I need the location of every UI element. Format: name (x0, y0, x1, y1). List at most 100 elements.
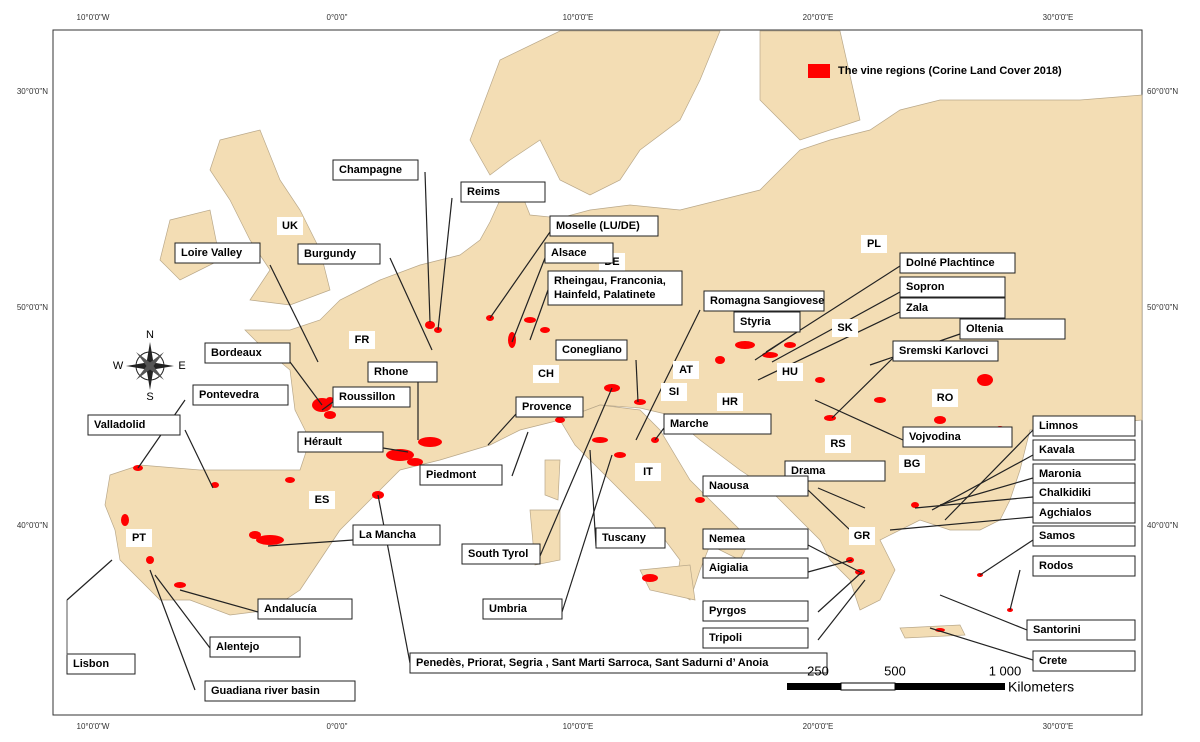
finland (759, 30, 861, 141)
country-box (673, 361, 699, 379)
region-label: Hainfeld, Palatinete (554, 289, 655, 301)
country-code: HR (722, 396, 738, 408)
region-box (902, 426, 1013, 448)
graticule-right: 60°0'0"N (1147, 87, 1178, 96)
region-label: Tripoli (709, 632, 742, 644)
scale-bar (787, 682, 1005, 691)
region-label: Maronia (1039, 468, 1082, 480)
country-code: GR (854, 530, 871, 542)
compass-w: W (113, 360, 124, 372)
region-label: Pyrgos (709, 605, 746, 617)
region-box (784, 460, 886, 482)
vine-spot (715, 356, 725, 364)
vine-spot (121, 514, 129, 526)
legend-label: The vine regions (Corine Land Cover 2018… (838, 65, 1062, 77)
region-label: Champagne (339, 164, 402, 176)
region-box (899, 252, 1016, 274)
country-box (309, 491, 335, 509)
country-box (717, 393, 743, 411)
region-box (555, 339, 628, 361)
leader-line (511, 257, 546, 343)
country-code: SI (669, 386, 679, 398)
legend-swatch (808, 64, 830, 78)
region-label: Zala (906, 302, 929, 314)
graticule-top: 30°0'0"E (1043, 13, 1074, 22)
region-box (461, 543, 541, 565)
region-label: Guadiana river basin (211, 685, 320, 697)
compass-s: S (146, 391, 153, 403)
leader-line (807, 544, 861, 573)
region-box (209, 636, 301, 658)
graticule-bottom: 20°0'0"E (803, 722, 834, 731)
country-box (899, 455, 925, 473)
region-box (66, 653, 136, 675)
region-box (702, 475, 809, 497)
region-box (204, 680, 356, 702)
region-box (204, 342, 291, 364)
region-box (257, 598, 353, 620)
region-box (192, 384, 289, 406)
country-code: PT (132, 532, 146, 544)
vine-spot (815, 377, 825, 383)
region-label: Alsace (551, 247, 586, 259)
leader-line (765, 265, 901, 353)
region-box (515, 396, 584, 418)
region-box (297, 243, 381, 265)
leader-line (289, 361, 323, 406)
region-label: Oltenia (966, 323, 1004, 335)
region-label: Crete (1039, 655, 1067, 667)
region-label: Lisbon (73, 658, 109, 670)
leader-line (149, 569, 196, 691)
region-box (297, 431, 384, 453)
leader-line (267, 539, 354, 547)
vine-spot (540, 327, 550, 333)
region-box (899, 276, 1006, 298)
leader-line (321, 401, 334, 411)
region-label: Naousa (709, 480, 750, 492)
leader-line (939, 594, 1028, 631)
region-label: Rodos (1039, 560, 1073, 572)
region-label: Hérault (304, 436, 342, 448)
country-code: FR (355, 334, 370, 346)
region-box (332, 159, 419, 181)
country-box (126, 529, 152, 547)
region-label: Romagna Sangiovese (710, 295, 824, 307)
country-box (349, 331, 375, 349)
country-code: UK (282, 220, 298, 232)
scale-label: Kilometers (1008, 679, 1074, 695)
region-label: Andalucía (264, 603, 317, 615)
vine-spot (555, 417, 565, 423)
leader-line (589, 449, 597, 547)
vine-spot (249, 531, 261, 539)
graticule-bottom: 0°0'0" (327, 722, 348, 731)
leader-line (184, 429, 214, 489)
leader-line (66, 559, 113, 601)
scale-label: 250 (807, 663, 829, 678)
region-box (547, 270, 683, 306)
region-box (174, 242, 261, 264)
leader-line (914, 496, 1034, 509)
leader-line (511, 431, 529, 477)
region-box (419, 464, 503, 486)
region-label: Vojvodina (909, 431, 962, 443)
country-code: RO (937, 392, 954, 404)
graticule-top: 20°0'0"E (803, 13, 834, 22)
region-box (733, 311, 801, 333)
country-box (849, 527, 875, 545)
region-label: Loire Valley (181, 247, 243, 259)
region-box (460, 181, 546, 203)
leader-line (539, 387, 613, 557)
region-label: Moselle (LU/DE) (556, 220, 640, 232)
labels: UKFRDEPLCHATSIHRHUSKRORSBGITESPTGRChampa… (66, 159, 1136, 702)
region-label: Drama (791, 465, 826, 477)
region-label: Marche (670, 418, 709, 430)
region-box (1032, 502, 1136, 524)
vine-spot (614, 452, 626, 458)
leader-line (382, 447, 409, 453)
leader-line (1009, 569, 1021, 611)
country-box (277, 217, 303, 235)
country-code: AT (679, 364, 693, 376)
vine-spot (911, 502, 919, 508)
graticule-top: 10°0'0"W (77, 13, 110, 22)
leader-line (939, 477, 1034, 506)
